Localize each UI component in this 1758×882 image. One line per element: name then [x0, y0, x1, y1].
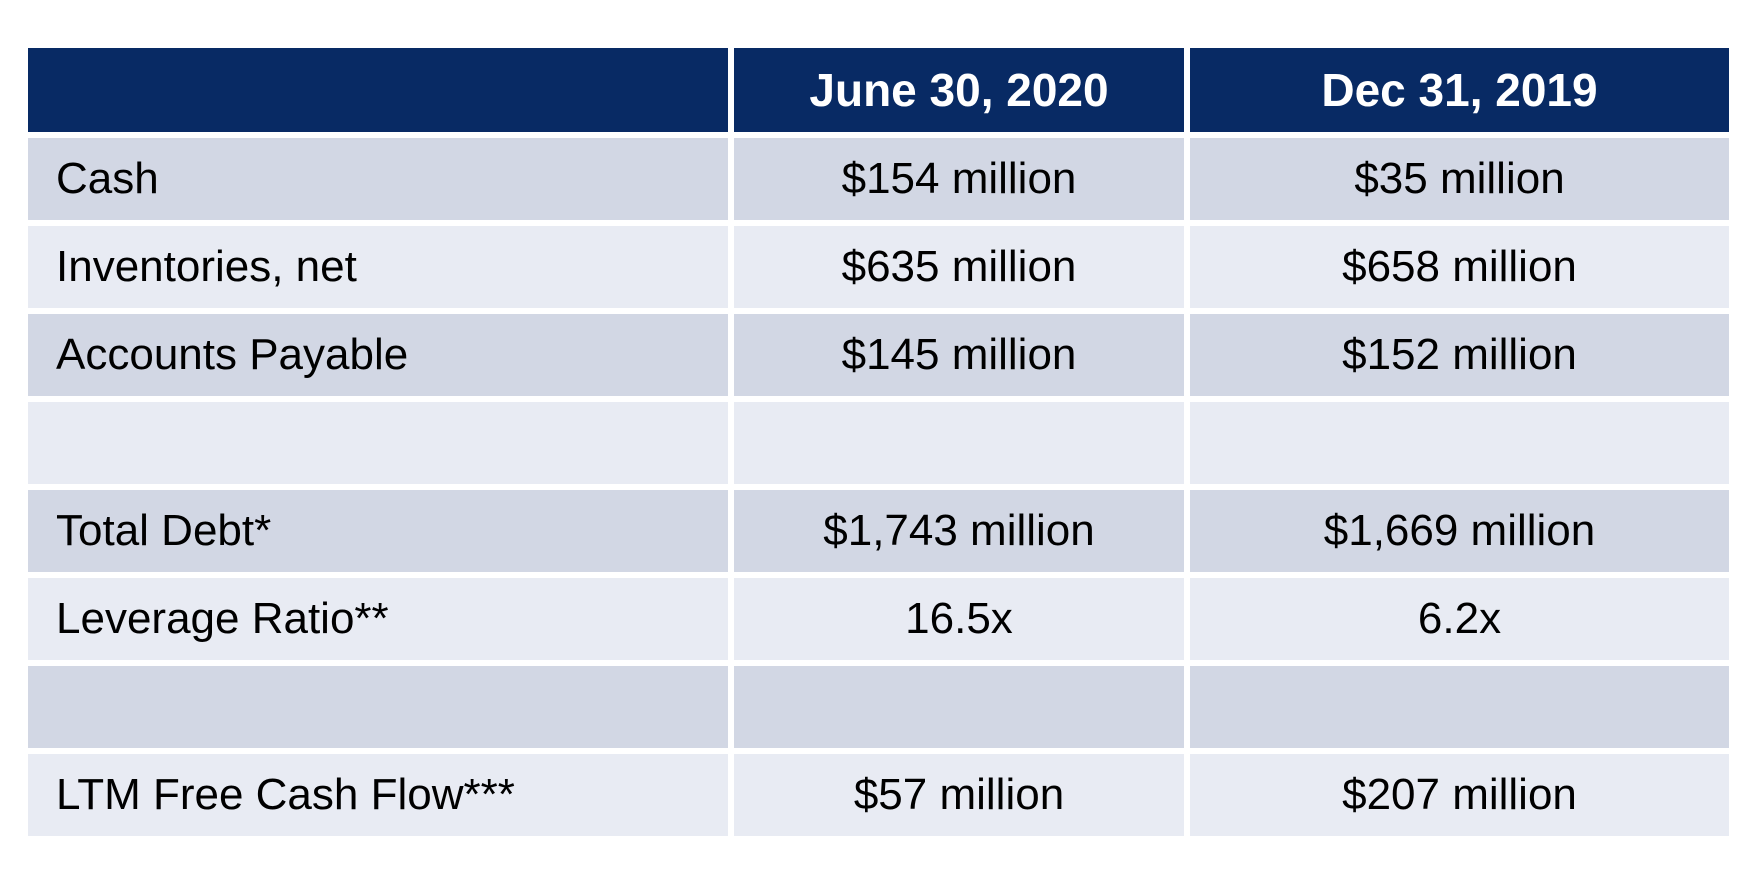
cell-spacer-2-dec-2019	[1190, 666, 1729, 748]
cell-leverage-ratio-dec-2019: 6.2x	[1190, 578, 1729, 660]
header-cell-dec-31-2019: Dec 31, 2019	[1190, 48, 1729, 132]
row-label-inventories-net: Inventories, net	[28, 226, 728, 308]
cell-leverage-ratio-jun-2020: 16.5x	[734, 578, 1184, 660]
row-label-accounts-payable: Accounts Payable	[28, 314, 728, 396]
cell-total-debt-jun-2020: $1,743 million	[734, 490, 1184, 572]
cell-total-debt-dec-2019: $1,669 million	[1190, 490, 1729, 572]
row-label-leverage-ratio: Leverage Ratio**	[28, 578, 728, 660]
cell-inventories-jun-2020: $635 million	[734, 226, 1184, 308]
row-label-spacer-1	[28, 402, 728, 484]
financial-summary-table: June 30, 2020 Dec 31, 2019 Cash $154 mil…	[28, 48, 1729, 836]
cell-cash-jun-2020: $154 million	[734, 138, 1184, 220]
cell-inventories-dec-2019: $658 million	[1190, 226, 1729, 308]
row-label-total-debt: Total Debt*	[28, 490, 728, 572]
cell-accounts-payable-dec-2019: $152 million	[1190, 314, 1729, 396]
cell-ltm-fcf-dec-2019: $207 million	[1190, 754, 1729, 836]
cell-spacer-1-jun-2020	[734, 402, 1184, 484]
row-label-ltm-free-cash-flow: LTM Free Cash Flow***	[28, 754, 728, 836]
row-label-cash: Cash	[28, 138, 728, 220]
cell-accounts-payable-jun-2020: $145 million	[734, 314, 1184, 396]
cell-spacer-1-dec-2019	[1190, 402, 1729, 484]
header-cell-empty	[28, 48, 728, 132]
cell-ltm-fcf-jun-2020: $57 million	[734, 754, 1184, 836]
cell-spacer-2-jun-2020	[734, 666, 1184, 748]
cell-cash-dec-2019: $35 million	[1190, 138, 1729, 220]
row-label-spacer-2	[28, 666, 728, 748]
header-cell-june-30-2020: June 30, 2020	[734, 48, 1184, 132]
